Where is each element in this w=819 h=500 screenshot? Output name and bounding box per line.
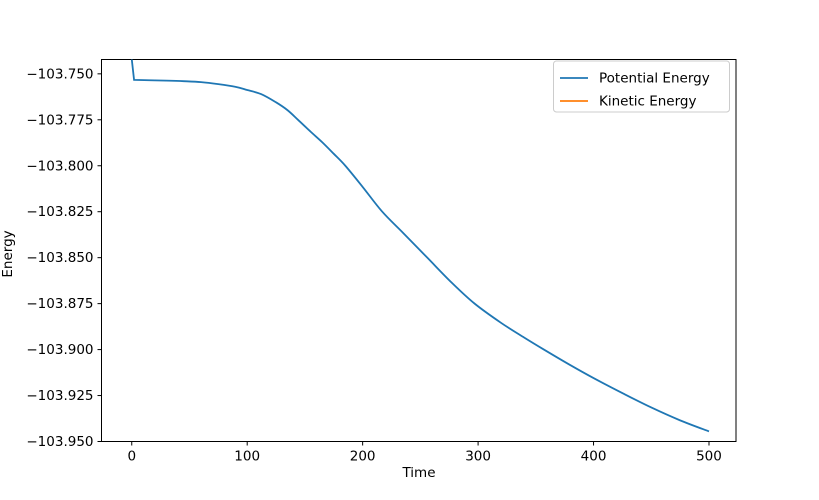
y-tick-label: −103.750	[26, 66, 93, 82]
potential-energy-line	[130, 59, 710, 433]
y-tick-label: −103.950	[26, 434, 93, 450]
y-tick-label: −103.925	[26, 388, 93, 404]
legend-box	[553, 60, 730, 113]
x-tick-label: 500	[696, 449, 722, 465]
x-tick-label: 200	[350, 449, 376, 465]
x-tick-label: 300	[465, 449, 491, 465]
x-axis-label: Time	[401, 465, 435, 481]
y-axis-ticks: −103.750 −103.775 −103.800 −103.825 −103.850…	[26, 66, 102, 450]
x-axis-ticks: 0 100 200 300 400 500	[127, 441, 722, 465]
y-tick-label: −103.775	[26, 112, 93, 128]
y-tick-label: −103.825	[26, 204, 93, 220]
legend: Potential Energy Kinetic Energy	[553, 60, 730, 113]
y-tick-label: −103.800	[26, 158, 93, 174]
y-tick-label: −103.900	[26, 342, 93, 358]
x-tick-label: 400	[581, 449, 607, 465]
y-tick-label: −103.875	[26, 296, 93, 312]
legend-label-potential-energy: Potential Energy	[599, 71, 710, 87]
legend-label-kinetic-energy: Kinetic Energy	[599, 94, 697, 110]
y-tick-label: −103.850	[26, 250, 93, 266]
x-tick-label: 100	[234, 449, 260, 465]
x-tick-label: 0	[127, 449, 136, 465]
axes-spines	[101, 59, 737, 442]
y-axis-label: Energy	[0, 230, 16, 277]
